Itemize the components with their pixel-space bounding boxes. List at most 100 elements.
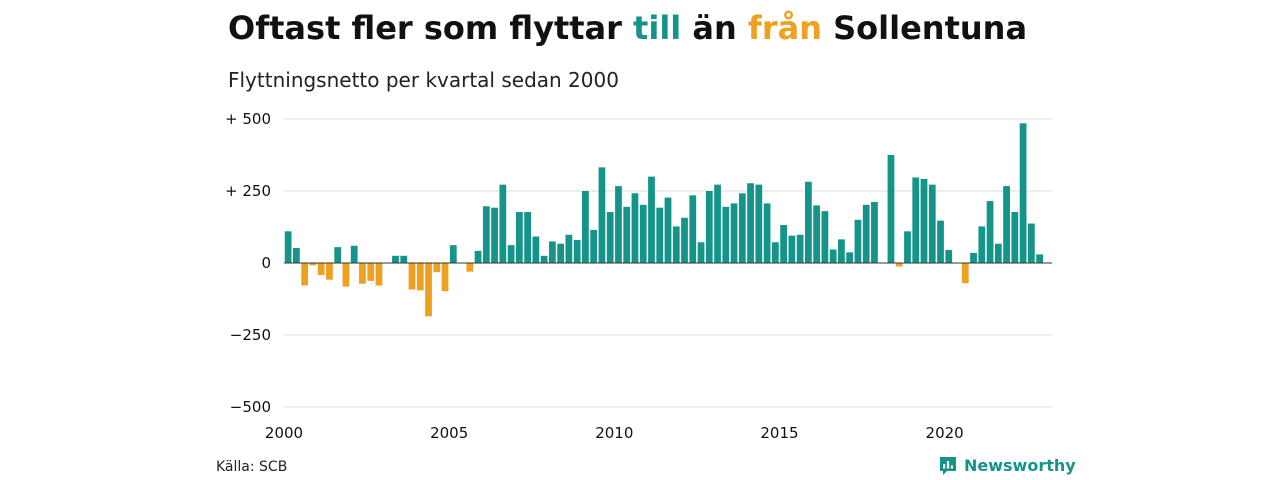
bar [1011,212,1019,263]
bar [994,243,1002,263]
bar [400,255,408,263]
bar [491,207,498,263]
title-fran-highlight: från [747,9,822,47]
bar [813,205,821,263]
bar [961,263,969,284]
bar [705,191,713,263]
bar [425,263,432,317]
bar [474,250,482,263]
bar [433,263,441,273]
bar [532,236,540,263]
bar [482,206,490,263]
bar [590,229,598,263]
bar [499,184,507,263]
y-tick-label: 0 [261,254,271,272]
bar [730,203,738,263]
bar [367,263,375,281]
bar [540,255,548,263]
bar [656,207,664,263]
bar [838,239,845,263]
bars [284,123,1043,317]
bar [648,176,655,263]
bar [887,155,895,263]
title-part3: Sollentuna [821,9,1028,47]
title-part1: Oftast fler som flyttar [228,9,634,47]
bar [565,234,573,263]
source-note: Källa: SCB [216,459,288,475]
x-tick-label: 2015 [760,424,798,442]
x-tick-label: 2005 [430,424,468,442]
bar [821,211,829,263]
bar [582,191,589,263]
bar [441,263,449,292]
bar [408,263,416,290]
bar [714,184,721,263]
newsworthy-logo-icon [940,457,956,475]
y-tick-label: + 500 [225,110,271,128]
x-tick-label: 2000 [265,424,303,442]
bar [573,239,581,263]
bar [549,241,556,263]
bar [524,212,531,263]
bar [771,242,779,263]
bar [937,220,944,263]
bar [738,193,746,263]
bar [326,263,333,280]
bar [788,235,796,263]
x-axis-tick-labels: 2000 2005 2010 2015 2020 [265,424,964,442]
bar [689,195,697,263]
bar [755,184,763,263]
bar [1036,254,1043,263]
brand-logo: Newsworthy [938,456,1076,476]
bar [904,231,911,263]
y-axis-tick-labels: + 500 + 250 0 −250 −500 [225,110,271,416]
bar [598,167,606,263]
bar [681,217,688,263]
bar [293,248,300,263]
bar [780,224,787,263]
bar [1003,186,1010,263]
bar [317,263,325,276]
bar [416,263,424,291]
bar [392,255,399,263]
bar [631,193,639,263]
bar [507,245,515,263]
bar [986,201,994,263]
chart-subtitle: Flyttningsnetto per kvartal sedan 2000 [228,68,619,92]
bar [309,263,317,266]
x-tick-label: 2020 [926,424,964,442]
brand-name: Newsworthy [964,456,1076,475]
bar [805,181,812,263]
bar [350,245,358,263]
bar [796,234,804,263]
chart-title: Oftast fler som flyttar till än från Sol… [228,6,1027,50]
bar [978,226,986,263]
bar [697,242,705,263]
y-tick-label: + 250 [225,182,271,200]
x-tick-label: 2010 [595,424,633,442]
bar [606,212,614,263]
bar [664,197,672,263]
bar [846,252,854,263]
bar [928,184,936,263]
bar [829,249,837,263]
bar [763,203,771,263]
bar [912,177,920,263]
bar [672,226,680,263]
bar [920,178,928,263]
bar [342,263,350,287]
bar [854,219,862,263]
bar [1019,123,1027,263]
bar [359,263,366,284]
title-part2: än [681,9,748,47]
gridlines [284,118,1052,408]
y-tick-label: −500 [230,398,271,416]
bar [1027,223,1035,263]
bar [515,212,523,263]
y-tick-label: −250 [230,326,271,344]
bar [466,263,474,272]
bar [623,206,631,263]
bar [747,183,754,263]
bar [722,206,730,263]
